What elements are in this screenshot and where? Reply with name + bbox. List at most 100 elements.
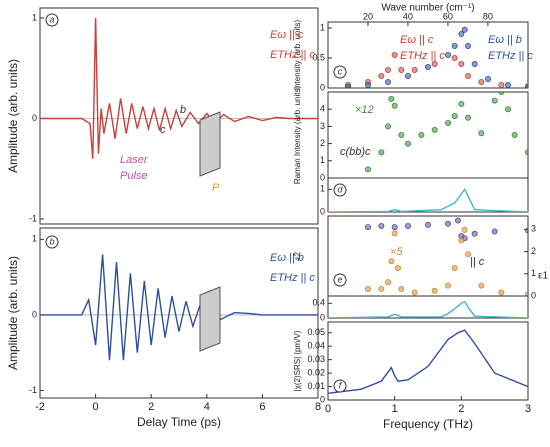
data-point [444, 52, 451, 59]
y-tick-label: 0 [320, 82, 325, 92]
x-tick-label: 0 [325, 403, 331, 415]
data-point [388, 95, 395, 102]
data-line [328, 187, 528, 212]
data-point [478, 79, 485, 86]
annotation: Eω || b [270, 252, 304, 264]
data-point [391, 230, 398, 237]
data-point [464, 251, 471, 258]
panel-badge [333, 379, 347, 393]
data-point [394, 265, 401, 272]
data-point [391, 102, 398, 109]
data-point [378, 149, 385, 156]
y2-tick-label: 1 [531, 268, 536, 278]
panel-label: a [49, 14, 54, 24]
x-tick-label: 2 [148, 401, 154, 413]
plot-area [345, 26, 528, 88]
annotation: ETHz || c [270, 272, 315, 284]
crystal-plate [199, 111, 221, 177]
data-point [404, 73, 411, 80]
data-line [40, 254, 318, 361]
data-point [398, 131, 405, 138]
panel-label: f [339, 380, 343, 390]
y2-tick-label: 2 [531, 246, 536, 256]
data-point [464, 73, 471, 80]
annotation: Eω || b [488, 34, 522, 46]
data-point [384, 279, 391, 286]
panel-badge [333, 65, 347, 79]
data-point [364, 166, 371, 173]
x2-tick-label: 60 [443, 11, 453, 21]
y-axis-label: ε2 [293, 251, 302, 260]
y-tick-label: -1 [29, 385, 37, 395]
data-point [451, 55, 458, 62]
data-point [458, 237, 465, 244]
annotation: ETHz || c [400, 50, 445, 62]
y-tick-label: 1 [32, 234, 37, 244]
y-tick-label: 1 [320, 22, 325, 32]
data-point [525, 227, 528, 234]
data-point [458, 30, 465, 37]
annotation: c(bb)c [340, 146, 371, 158]
x-tick-label: 0 [93, 401, 99, 413]
annotation: ×12 [355, 104, 374, 116]
data-point [365, 82, 371, 88]
x-tick-label: 8 [315, 401, 321, 413]
y2-tick-label: 0 [531, 290, 536, 300]
x-axis-label: Delay Time (ps) [137, 415, 221, 429]
y-axis-label: Intensity (arb. units) [293, 20, 302, 91]
data-point [391, 52, 398, 59]
annotation: ×5 [390, 246, 403, 258]
panel-badge [45, 235, 59, 249]
panel-label: d [337, 184, 343, 194]
data-point [461, 226, 468, 233]
annotation: ETHz || c [270, 49, 315, 61]
x-tick-label: 1 [392, 403, 398, 415]
data-point [458, 61, 465, 68]
data-point [471, 230, 478, 237]
plot-frame [39, 227, 319, 399]
data-point [458, 101, 465, 108]
data-point [411, 289, 418, 296]
plot-area [40, 17, 318, 159]
y-tick-label: 1 [32, 12, 37, 22]
data-point [411, 67, 418, 74]
data-point [461, 26, 468, 33]
y-axis-label: |χ(2)SRS| (pm/V) [293, 330, 302, 391]
panel-label: c [338, 66, 343, 76]
data-point [454, 217, 461, 224]
x2-tick-label: 40 [403, 11, 413, 21]
plot-frame [327, 295, 529, 319]
plot-area [364, 217, 528, 296]
annotation: Eω || c [400, 34, 434, 46]
data-point [418, 131, 425, 138]
data-point [388, 258, 395, 265]
x2-tick-label: 80 [483, 11, 493, 21]
annotation: Eω || c [270, 29, 304, 41]
y-tick-label: 0 [320, 206, 325, 216]
crystal-plate [199, 286, 221, 352]
x-tick-label: 6 [259, 401, 265, 413]
plot-area [40, 254, 318, 361]
data-point [464, 43, 471, 50]
y-tick-label: 0 [320, 172, 325, 182]
data-line [328, 329, 528, 394]
x-tick-label: 3 [525, 403, 531, 415]
y-tick-label: 0.01 [307, 381, 325, 391]
x-tick-label: 2 [458, 403, 464, 415]
data-point [378, 73, 385, 80]
y-tick-label: 4 [320, 104, 325, 114]
data-point [398, 67, 405, 74]
data-point [345, 83, 351, 88]
y-tick-label: 0.4 [312, 298, 325, 308]
data-point [364, 286, 371, 293]
data-point [431, 287, 438, 294]
data-point [451, 265, 458, 272]
annotation: Laser [120, 154, 149, 166]
data-point [424, 221, 431, 228]
panel-badge [45, 13, 59, 27]
data-line [328, 300, 528, 318]
data-point [384, 123, 391, 130]
y-tick-label: 0 [32, 113, 37, 123]
y-tick-label: 1 [320, 184, 325, 194]
data-point [404, 140, 411, 147]
